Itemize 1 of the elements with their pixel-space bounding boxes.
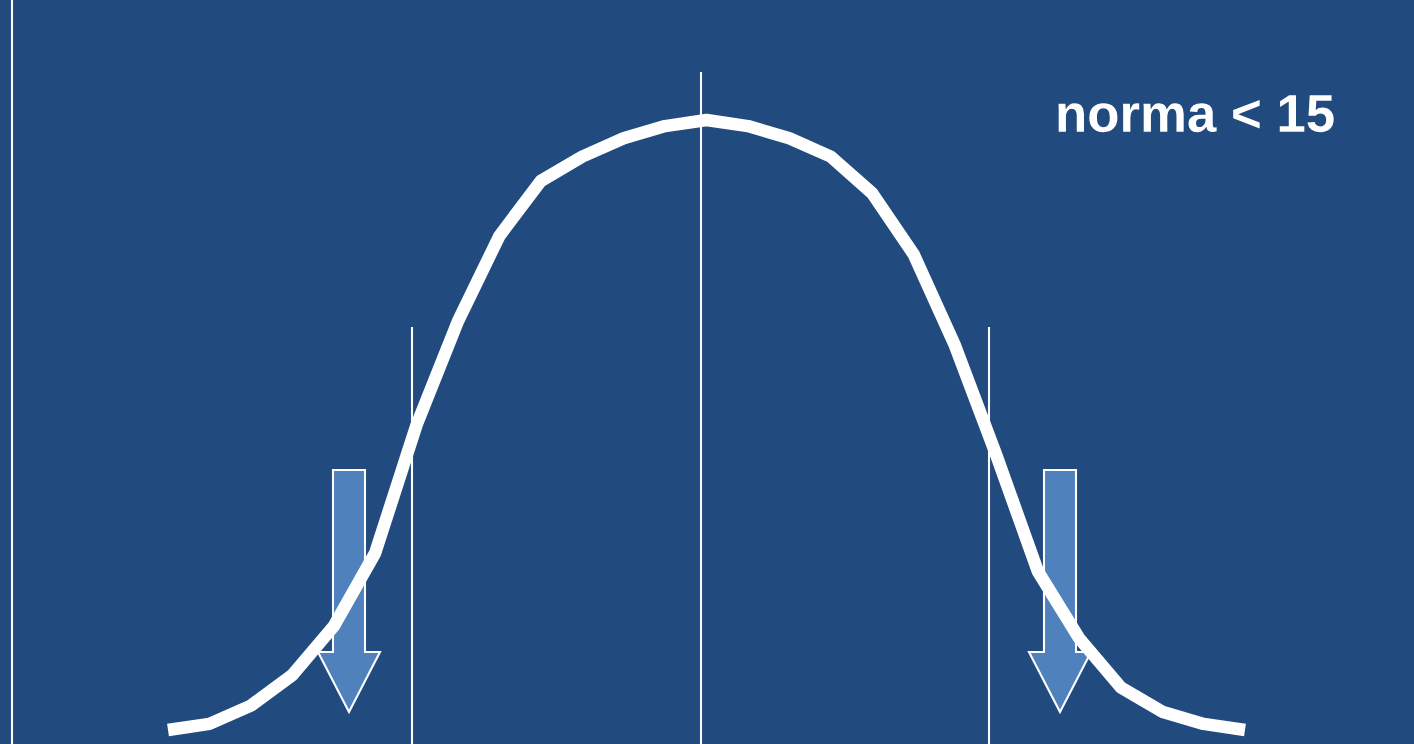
- annotation: norma < 15: [1058, 95, 1334, 133]
